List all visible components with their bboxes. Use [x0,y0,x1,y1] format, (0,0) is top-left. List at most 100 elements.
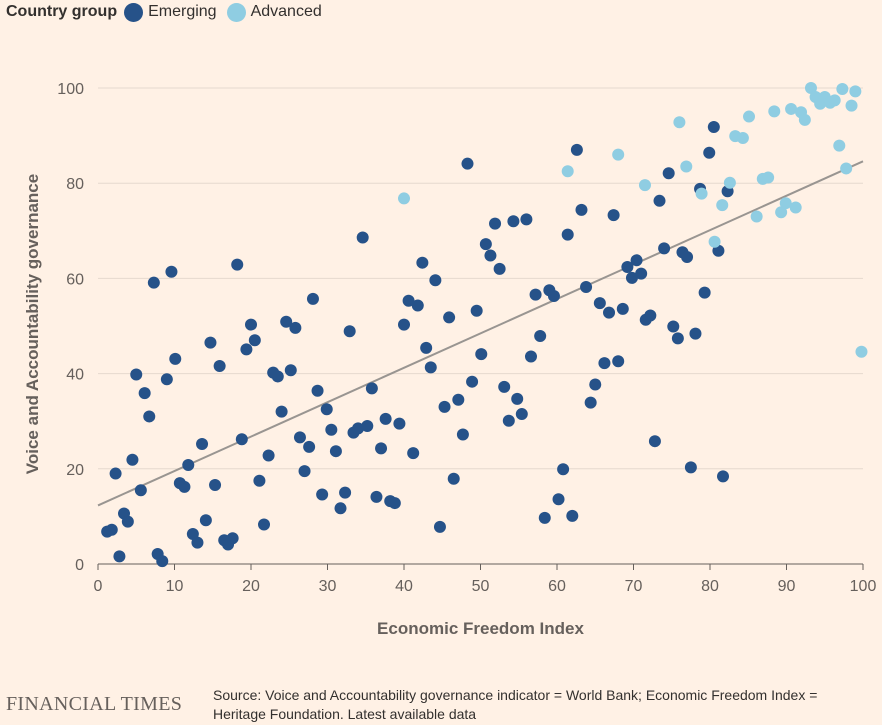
emerging-point [598,357,611,370]
emerging-point [443,311,456,324]
emerging-point [329,445,342,458]
emerging-point [196,438,209,451]
legend-label-advanced: Advanced [250,3,322,20]
emerging-point [612,355,625,368]
x-tick-label: 30 [319,578,337,595]
footer: FINANCIAL TIMES Source: Voice and Accoun… [0,684,882,725]
emerging-point [130,368,143,381]
x-tick-label: 60 [548,578,566,595]
emerging-point [416,256,429,269]
emerging-point [557,463,570,476]
emerging-point [275,405,288,418]
emerging-point [143,410,156,423]
emerging-point [379,412,392,425]
emerging-point [262,449,275,462]
emerging-point [658,242,671,255]
emerging-point [209,478,222,491]
emerging-point [109,467,122,480]
advanced-point [836,82,849,95]
emerging-point [507,215,520,228]
emerging-point [575,203,588,216]
emerging-point [226,532,239,545]
advanced-point [673,116,686,129]
advanced-point [785,102,798,115]
y-tick-label: 40 [66,367,84,384]
emerging-point [438,400,451,413]
emerging-point [429,274,442,287]
advanced-point [775,206,788,219]
emerging-point [566,509,579,522]
advanced-point [845,99,858,112]
advanced-point [638,179,651,192]
emerging-point [433,520,446,533]
emerging-point [489,217,502,230]
advanced-point [768,105,781,118]
y-tick-label: 0 [75,557,84,574]
y-axis-title: Voice and Accountability governance [23,174,42,474]
emerging-point [570,143,583,156]
emerging-point [334,502,347,515]
emerging-point [621,260,634,273]
emerging-point [616,302,629,315]
advanced-point [723,176,736,189]
emerging-point [339,486,352,499]
emerging-point [456,428,469,441]
x-axis-title: Economic Freedom Index [377,619,584,638]
emerging-point [138,387,151,400]
emerging-point [182,458,195,471]
emerging-point [703,146,716,159]
emerging-point [169,352,182,365]
emerging-point [213,359,226,372]
emerging-point [284,364,297,377]
emerging-point [529,288,542,301]
emerging-point [538,511,551,524]
x-tick-label: 0 [94,578,103,595]
advanced-point [398,192,410,205]
emerging-point [134,484,147,497]
emerging-point [552,493,565,506]
emerging-point [121,515,134,528]
emerging-point [245,318,257,331]
emerging-point [470,304,483,317]
trend-line [97,160,864,507]
emerging-point [498,380,511,393]
emerging-point [156,555,169,568]
emerging-point [240,343,253,356]
advanced-point [804,82,817,94]
advanced-swatch-icon [226,2,246,22]
advanced-point [743,110,756,123]
emerging-point [547,290,560,303]
x-tick-label: 40 [395,578,413,595]
emerging-point [160,373,173,386]
emerging-point [707,121,720,134]
emerging-point [717,470,730,483]
emerging-point [325,423,338,436]
emerging-point [452,393,465,406]
emerging-point [199,514,212,527]
advanced-point [789,201,802,214]
advanced-point [680,160,693,173]
x-tick-label: 80 [701,578,719,595]
emerging-point [671,332,684,345]
advanced-point [855,345,868,358]
emerging-point [515,408,528,421]
emerging-point [502,414,515,427]
emerging-point [361,419,374,432]
y-tick-label: 80 [66,176,84,193]
emerging-point [343,325,356,338]
emerging-point [644,309,657,322]
emerging-point [105,523,118,536]
emerging-point [447,472,460,485]
emerging-point [352,422,365,435]
emerging-point [589,378,602,391]
emerging-point [689,327,702,340]
legend-item-emerging: Emerging [124,2,217,22]
emerging-point [253,474,266,487]
emerging-point [311,384,324,397]
emerging-point [479,238,492,251]
emerging-point [320,403,333,416]
advanced-point [750,210,763,223]
advanced-point [779,197,792,210]
y-tick-label: 60 [66,271,84,288]
y-tick-label: 100 [57,81,84,98]
